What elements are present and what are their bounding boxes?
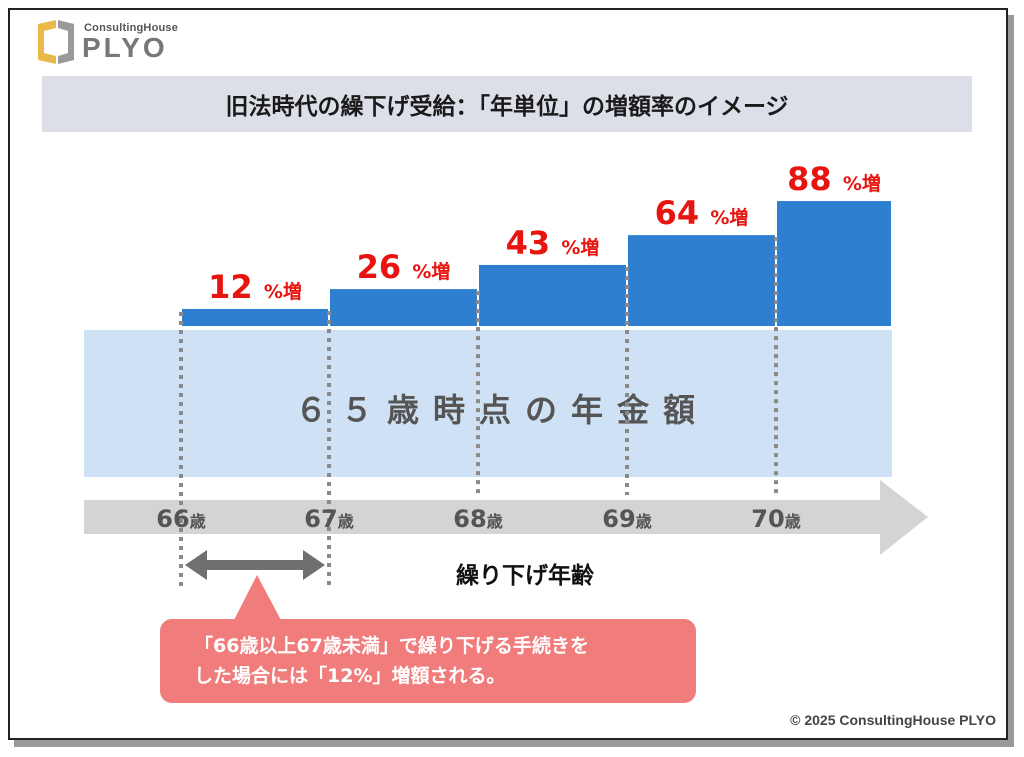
value-label-67歳: 26 %増 <box>357 248 451 286</box>
tick-label-69歳: 69歳 <box>602 505 651 533</box>
brand-name: PLYO <box>82 32 168 63</box>
callout-line-1: 「66歳以上67歳未満」で繰り下げる手続きを <box>194 635 589 657</box>
plyo-logo-icon <box>38 20 74 64</box>
tick-label-67歳: 67歳 <box>304 505 353 533</box>
tick-label-68歳: 68歳 <box>453 505 502 533</box>
callout-box: 「66歳以上67歳未満」で繰り下げる手続きを した場合には「12%」増額される。 <box>160 619 696 703</box>
value-label-66歳: 12 %増 <box>208 268 302 306</box>
value-label-68歳: 43 %増 <box>506 224 600 262</box>
page-title: 旧法時代の繰下げ受給：「年単位」の増額率のイメージ <box>42 76 972 132</box>
value-label-70歳: 88 %増 <box>787 160 881 198</box>
base-amount-label: ６５歳時点の年金額 <box>295 391 709 429</box>
copyright: © 2025 ConsultingHouse PLYO <box>790 712 996 728</box>
brand-small-text: ConsultingHouse <box>84 22 179 34</box>
range-double-arrow-icon <box>185 550 325 580</box>
tick-label-70歳: 70歳 <box>751 505 800 533</box>
age-axis-arrow <box>84 480 928 555</box>
value-label-69歳: 64 %増 <box>655 194 749 232</box>
bar-66歳 <box>182 308 328 326</box>
bar-70歳 <box>777 201 891 326</box>
bar-67歳 <box>330 289 477 326</box>
tick-label-66歳: 66歳 <box>156 505 205 533</box>
bar-69歳 <box>628 235 775 326</box>
base-amount-block <box>84 330 892 477</box>
callout-pointer <box>233 575 282 622</box>
callout-line-2: した場合には「12%」増額される。 <box>194 665 506 687</box>
x-axis-label: 繰り下げ年齢 <box>456 562 594 589</box>
bar-68歳 <box>479 264 626 326</box>
